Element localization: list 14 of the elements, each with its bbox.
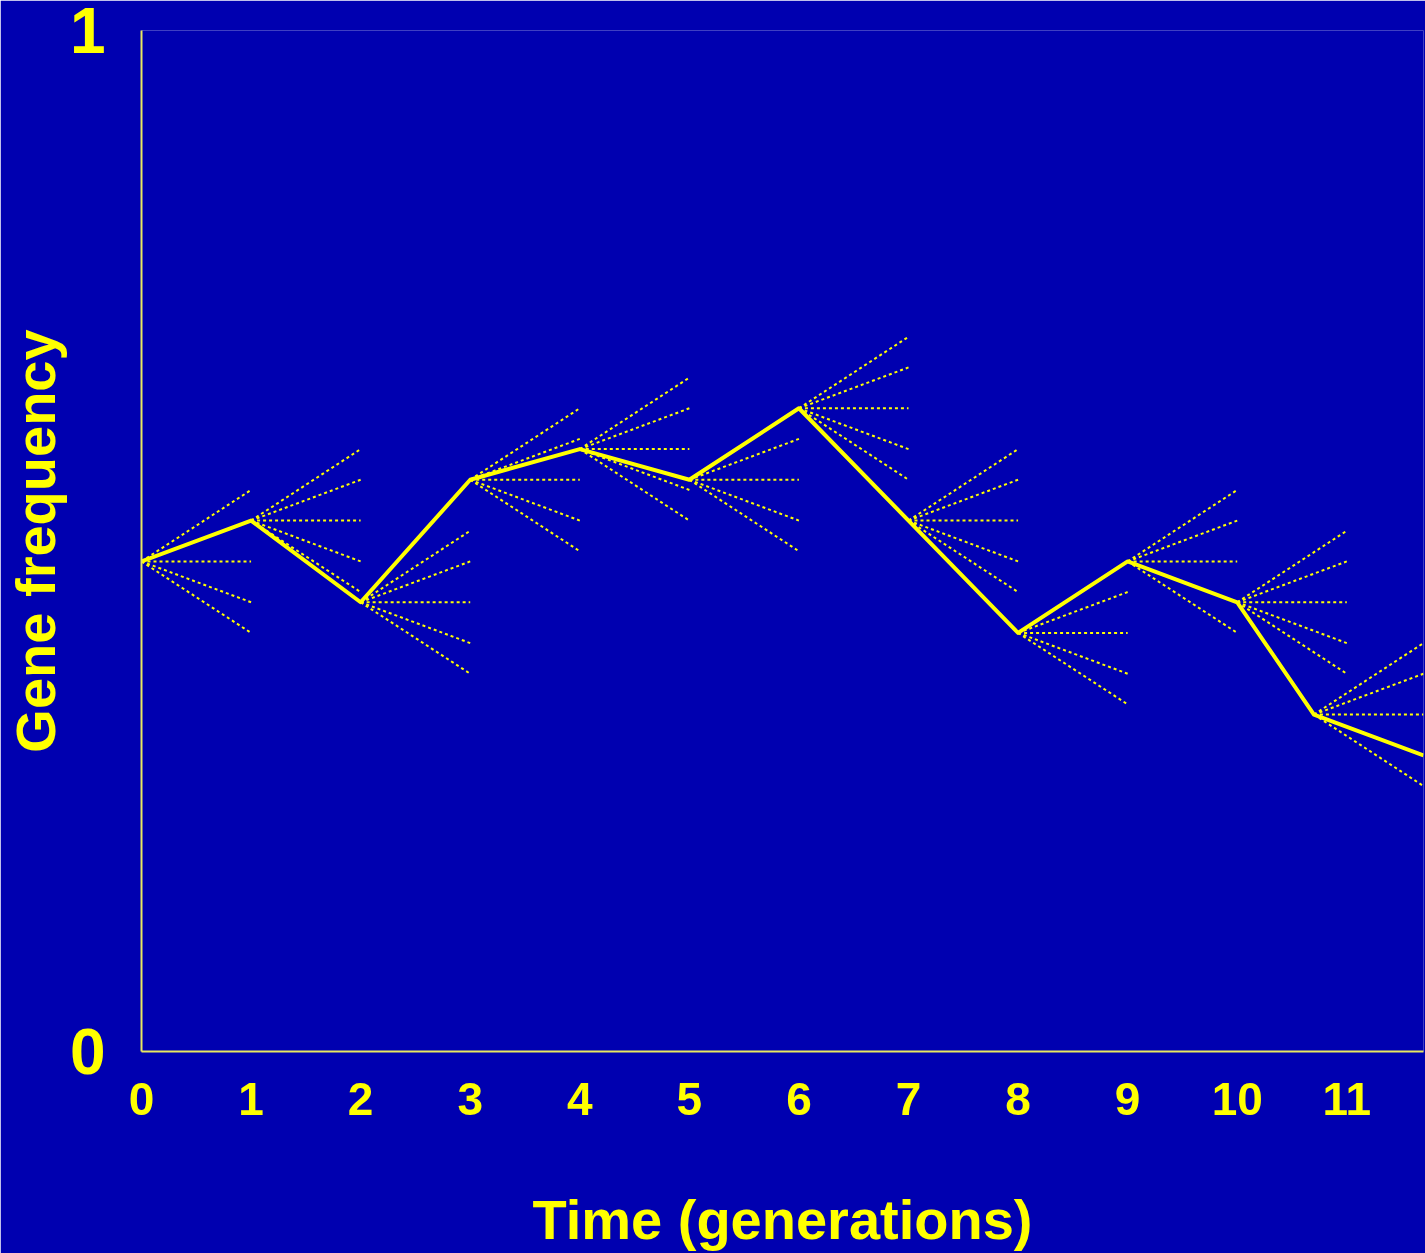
x-tick-label: 10 <box>1211 1072 1263 1125</box>
x-tick-label: 7 <box>895 1072 922 1125</box>
x-tick-label: 1 <box>238 1072 264 1125</box>
x-tick-label: 0 <box>128 1072 155 1125</box>
x-tick-label: 8 <box>1005 1072 1031 1125</box>
x-axis-title: Time (generations) <box>532 1187 1033 1251</box>
x-tick-label: 5 <box>676 1072 703 1125</box>
x-tick-label: 2 <box>347 1072 374 1125</box>
x-tick-label: 9 <box>1114 1072 1141 1125</box>
x-tick-label: 11 <box>1322 1072 1372 1125</box>
x-tick-label: 4 <box>567 1072 593 1125</box>
x-tick-label: 6 <box>786 1072 812 1125</box>
x-tick-label: 3 <box>457 1072 484 1125</box>
y-axis-title: Gene frequency <box>3 329 67 753</box>
